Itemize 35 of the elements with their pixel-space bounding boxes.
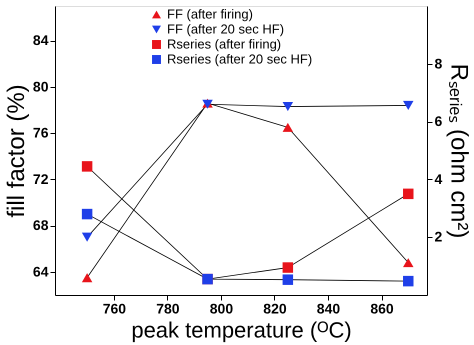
- point: [403, 188, 414, 200]
- y-tick-label: 80: [32, 78, 49, 94]
- y2-tick-label: 2: [434, 228, 442, 245]
- point: [282, 102, 294, 112]
- y2-tick-label: 4: [434, 170, 442, 187]
- y-tick-label: 68: [32, 217, 49, 234]
- x-tick-label: 840: [316, 300, 340, 316]
- point: [82, 208, 92, 220]
- point: [403, 258, 414, 268]
- y2-axis-title: Rₛₑᵣᵢₑₛ (ohm cm²): [445, 64, 472, 238]
- y2-tick-label: 8: [434, 55, 442, 72]
- legend-label: FF (after 20 sec HF): [167, 22, 284, 36]
- x-axis-title: peak temperature (ᴼC): [131, 318, 352, 342]
- y2-tick-label: 6: [434, 113, 442, 130]
- legend-label: FF (after firing): [167, 6, 253, 22]
- point: [403, 100, 414, 110]
- point: [403, 276, 414, 286]
- point: [82, 273, 92, 282]
- y-tick-label: 84: [32, 32, 49, 48]
- x-tick-label: 820: [263, 300, 287, 316]
- point: [82, 232, 92, 242]
- legend-label: Rseries (after 20 sec HF): [167, 52, 312, 66]
- x-tick-label: 780: [156, 300, 180, 316]
- y-tick-label: 72: [32, 170, 49, 187]
- y-tick-label: 64: [32, 263, 49, 280]
- point: [282, 122, 294, 132]
- x-tick-label: 760: [102, 300, 126, 316]
- x-tick-label: 800: [210, 300, 234, 316]
- x-tick-label: 860: [370, 300, 394, 316]
- y-tick-label: 76: [32, 124, 49, 141]
- point: [282, 274, 294, 285]
- legend-label: Rseries (after firing): [167, 36, 282, 52]
- y-axis-title: fill factor (%): [2, 84, 30, 218]
- point: [82, 161, 92, 172]
- point: [282, 262, 294, 273]
